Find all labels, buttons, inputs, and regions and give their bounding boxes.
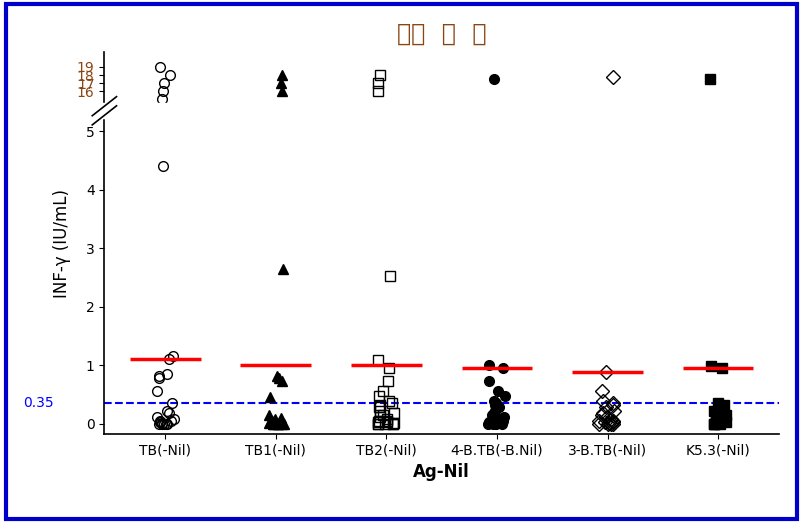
Bar (104, 103, 778, 118)
X-axis label: Ag-Nil: Ag-Nil (413, 463, 469, 481)
Y-axis label: INF-γ (IU/mL): INF-γ (IU/mL) (53, 189, 71, 298)
Text: 0.35: 0.35 (23, 396, 54, 410)
Title: 부산  지  부: 부산 지 부 (396, 22, 486, 46)
Bar (91, 103, 104, 118)
